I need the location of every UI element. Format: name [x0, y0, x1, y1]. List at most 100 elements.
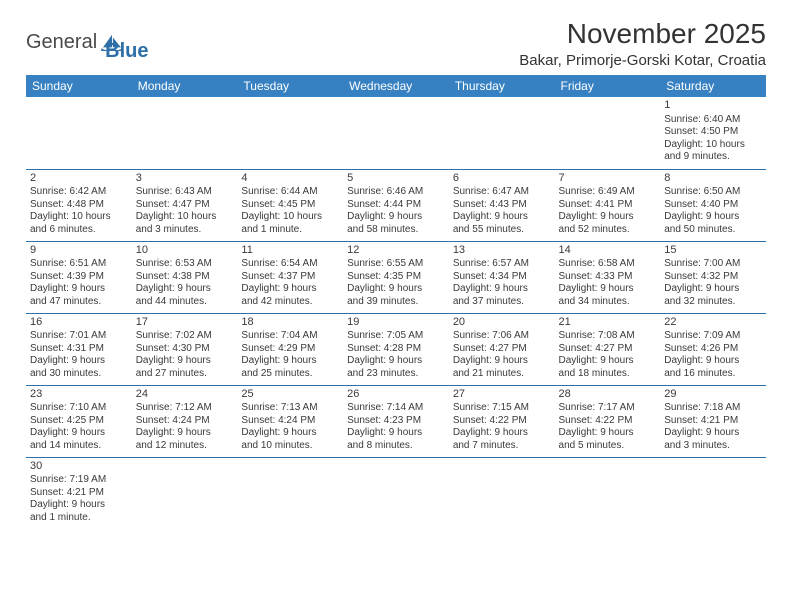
day-number: 5: [347, 172, 445, 186]
day-number: 24: [136, 388, 234, 402]
calendar-cell: 17Sunrise: 7:02 AMSunset: 4:30 PMDayligh…: [132, 313, 238, 385]
day-info-line: and 23 minutes.: [347, 368, 445, 381]
calendar-cell: 30Sunrise: 7:19 AMSunset: 4:21 PMDayligh…: [26, 457, 132, 529]
day-number: 28: [559, 388, 657, 402]
day-info-line: and 27 minutes.: [136, 368, 234, 381]
weekday-header: Friday: [555, 75, 661, 97]
calendar-cell: 16Sunrise: 7:01 AMSunset: 4:31 PMDayligh…: [26, 313, 132, 385]
day-number: 15: [664, 244, 762, 258]
day-info-line: Sunrise: 6:49 AM: [559, 186, 657, 199]
day-info-line: Daylight: 9 hours: [347, 211, 445, 224]
day-info-line: Daylight: 9 hours: [30, 283, 128, 296]
calendar-row: 1Sunrise: 6:40 AMSunset: 4:50 PMDaylight…: [26, 97, 766, 169]
calendar-cell: 27Sunrise: 7:15 AMSunset: 4:22 PMDayligh…: [449, 385, 555, 457]
day-info-line: Sunset: 4:22 PM: [559, 415, 657, 428]
day-info-line: Daylight: 10 hours: [664, 139, 762, 152]
day-info-line: Daylight: 10 hours: [30, 211, 128, 224]
day-info-line: Sunset: 4:28 PM: [347, 343, 445, 356]
calendar-body: 1Sunrise: 6:40 AMSunset: 4:50 PMDaylight…: [26, 97, 766, 529]
day-number: 30: [30, 460, 128, 474]
day-number: 17: [136, 316, 234, 330]
calendar-cell: 24Sunrise: 7:12 AMSunset: 4:24 PMDayligh…: [132, 385, 238, 457]
day-info-line: Daylight: 9 hours: [241, 355, 339, 368]
day-info-line: and 8 minutes.: [347, 440, 445, 453]
day-info-line: Sunrise: 6:44 AM: [241, 186, 339, 199]
day-number: 21: [559, 316, 657, 330]
day-info-line: and 3 minutes.: [136, 224, 234, 237]
calendar-cell: 23Sunrise: 7:10 AMSunset: 4:25 PMDayligh…: [26, 385, 132, 457]
day-number: 22: [664, 316, 762, 330]
calendar-cell: [237, 97, 343, 169]
day-number: 29: [664, 388, 762, 402]
calendar-cell: 2Sunrise: 6:42 AMSunset: 4:48 PMDaylight…: [26, 169, 132, 241]
calendar-cell: [555, 97, 661, 169]
day-info-line: Sunrise: 7:05 AM: [347, 330, 445, 343]
day-info-line: Daylight: 9 hours: [559, 211, 657, 224]
day-info-line: and 25 minutes.: [241, 368, 339, 381]
day-info-line: Daylight: 9 hours: [559, 427, 657, 440]
day-info-line: Sunrise: 6:40 AM: [664, 114, 762, 127]
calendar-cell: 19Sunrise: 7:05 AMSunset: 4:28 PMDayligh…: [343, 313, 449, 385]
weekday-header: Sunday: [26, 75, 132, 97]
calendar-cell: 25Sunrise: 7:13 AMSunset: 4:24 PMDayligh…: [237, 385, 343, 457]
day-info-line: Daylight: 9 hours: [453, 355, 551, 368]
calendar-cell: 29Sunrise: 7:18 AMSunset: 4:21 PMDayligh…: [660, 385, 766, 457]
day-number: 4: [241, 172, 339, 186]
day-info-line: and 42 minutes.: [241, 296, 339, 309]
day-info-line: Daylight: 9 hours: [664, 211, 762, 224]
calendar-cell: 6Sunrise: 6:47 AMSunset: 4:43 PMDaylight…: [449, 169, 555, 241]
day-info-line: Sunrise: 6:43 AM: [136, 186, 234, 199]
day-info-line: and 1 minute.: [30, 512, 128, 525]
header: General Blue November 2025 Bakar, Primor…: [26, 18, 766, 69]
day-info-line: and 55 minutes.: [453, 224, 551, 237]
calendar-cell: 8Sunrise: 6:50 AMSunset: 4:40 PMDaylight…: [660, 169, 766, 241]
day-info-line: Sunset: 4:27 PM: [453, 343, 551, 356]
calendar-cell: 12Sunrise: 6:55 AMSunset: 4:35 PMDayligh…: [343, 241, 449, 313]
day-info-line: and 7 minutes.: [453, 440, 551, 453]
day-number: 1: [664, 99, 762, 113]
day-info-line: Sunset: 4:43 PM: [453, 199, 551, 212]
calendar-cell: [132, 457, 238, 529]
location-label: Bakar, Primorje-Gorski Kotar, Croatia: [519, 52, 766, 69]
weekday-header: Wednesday: [343, 75, 449, 97]
day-info-line: and 30 minutes.: [30, 368, 128, 381]
day-info-line: Sunrise: 6:53 AM: [136, 258, 234, 271]
calendar-cell: 21Sunrise: 7:08 AMSunset: 4:27 PMDayligh…: [555, 313, 661, 385]
day-number: 20: [453, 316, 551, 330]
day-info-line: Sunset: 4:21 PM: [664, 415, 762, 428]
day-info-line: and 47 minutes.: [30, 296, 128, 309]
day-info-line: Daylight: 10 hours: [241, 211, 339, 224]
calendar-cell: 7Sunrise: 6:49 AMSunset: 4:41 PMDaylight…: [555, 169, 661, 241]
day-info-line: Sunrise: 6:50 AM: [664, 186, 762, 199]
day-info-line: Sunset: 4:24 PM: [241, 415, 339, 428]
day-info-line: and 3 minutes.: [664, 440, 762, 453]
day-info-line: Daylight: 9 hours: [30, 427, 128, 440]
day-info-line: Daylight: 9 hours: [241, 427, 339, 440]
day-info-line: Sunset: 4:24 PM: [136, 415, 234, 428]
day-info-line: Sunset: 4:34 PM: [453, 271, 551, 284]
calendar-cell: 3Sunrise: 6:43 AMSunset: 4:47 PMDaylight…: [132, 169, 238, 241]
calendar-table: Sunday Monday Tuesday Wednesday Thursday…: [26, 75, 766, 529]
day-info-line: Daylight: 9 hours: [559, 283, 657, 296]
logo-text-general: General: [26, 31, 97, 54]
day-info-line: Sunrise: 7:08 AM: [559, 330, 657, 343]
day-number: 16: [30, 316, 128, 330]
day-info-line: Sunrise: 7:02 AM: [136, 330, 234, 343]
day-number: 27: [453, 388, 551, 402]
calendar-cell: 20Sunrise: 7:06 AMSunset: 4:27 PMDayligh…: [449, 313, 555, 385]
day-info-line: Sunrise: 7:19 AM: [30, 474, 128, 487]
calendar-row: 30Sunrise: 7:19 AMSunset: 4:21 PMDayligh…: [26, 457, 766, 529]
day-info-line: Sunset: 4:23 PM: [347, 415, 445, 428]
day-number: 8: [664, 172, 762, 186]
day-info-line: and 10 minutes.: [241, 440, 339, 453]
day-number: 2: [30, 172, 128, 186]
day-info-line: Daylight: 9 hours: [241, 283, 339, 296]
day-info-line: Sunrise: 7:06 AM: [453, 330, 551, 343]
calendar-cell: 14Sunrise: 6:58 AMSunset: 4:33 PMDayligh…: [555, 241, 661, 313]
day-number: 14: [559, 244, 657, 258]
calendar-cell: 11Sunrise: 6:54 AMSunset: 4:37 PMDayligh…: [237, 241, 343, 313]
day-info-line: Sunset: 4:38 PM: [136, 271, 234, 284]
day-info-line: Sunrise: 7:12 AM: [136, 402, 234, 415]
weekday-header: Monday: [132, 75, 238, 97]
day-info-line: Sunset: 4:26 PM: [664, 343, 762, 356]
